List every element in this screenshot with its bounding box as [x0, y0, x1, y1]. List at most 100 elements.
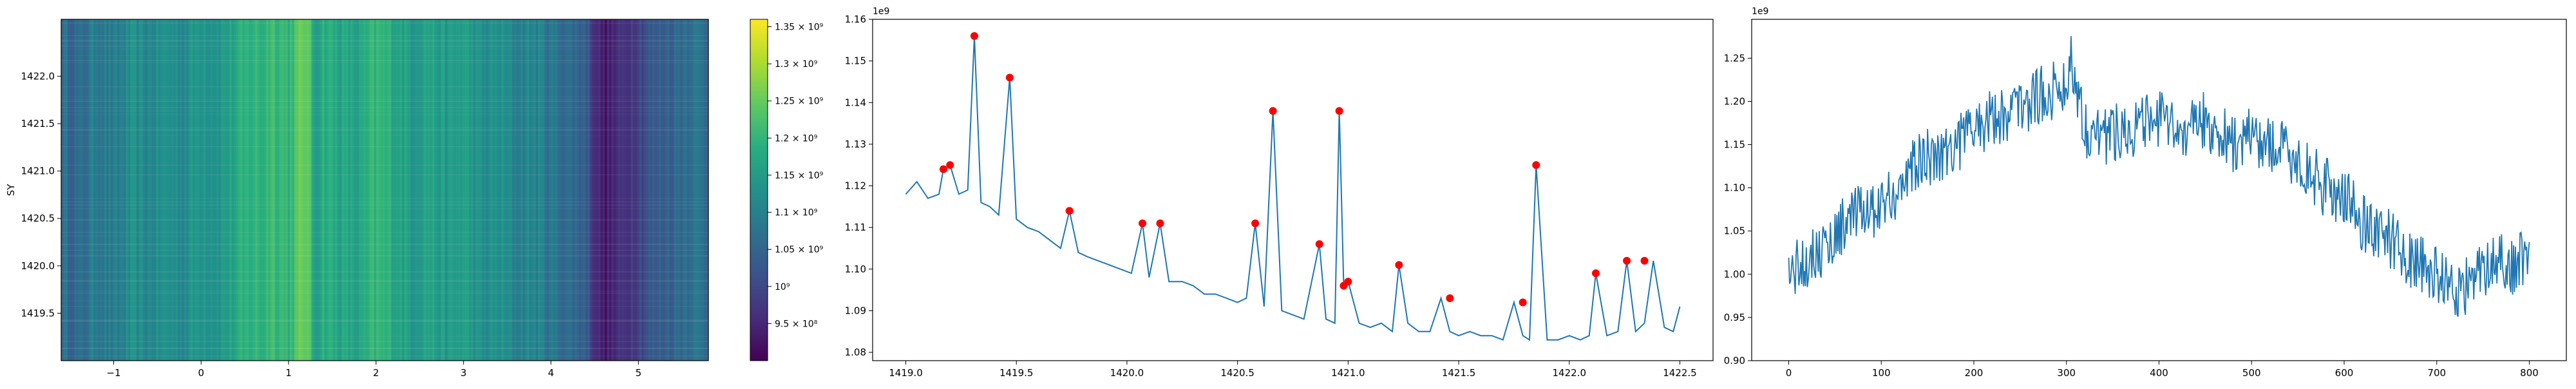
colorbar-tick-label: 1.3 × 10⁹ — [775, 59, 818, 70]
heatmap-column — [327, 19, 329, 361]
heatmap-y-tick-label: 1420.5 — [21, 213, 55, 224]
heatmap-column — [249, 19, 252, 361]
heatmap-x-tick-label: 2 — [373, 367, 379, 379]
heatmap-column — [620, 19, 623, 361]
heatmap-column — [194, 19, 198, 361]
peaks-x-tick-label: 1421.0 — [1331, 367, 1365, 379]
heatmap-column — [173, 19, 176, 361]
heatmap-column — [285, 19, 289, 361]
profile-offset-label: 1e9 — [1752, 6, 1768, 17]
heatmap-y-tick-label: 1422.0 — [21, 70, 55, 82]
heatmap-column — [581, 19, 584, 361]
heatmap-column — [97, 19, 100, 361]
heatmap-column — [693, 19, 696, 361]
profile-x-tick-label: 800 — [2520, 367, 2539, 379]
heatmap-column — [611, 19, 614, 361]
heatmap-column — [665, 19, 668, 361]
heatmap-column — [244, 19, 247, 361]
heatmap-column — [61, 19, 64, 361]
heatmap-column — [80, 19, 84, 361]
peak-marker — [1446, 294, 1454, 303]
heatmap-column — [536, 19, 538, 361]
profile-x-tick-label: 500 — [2242, 367, 2261, 379]
heatmap-column — [216, 19, 220, 361]
heatmap-column — [300, 19, 303, 361]
heatmap-column — [167, 19, 170, 361]
heatmap-column — [145, 19, 148, 361]
profile-x-tick-label: 400 — [2150, 367, 2168, 379]
heatmap-column — [488, 19, 491, 361]
heatmap-column — [137, 19, 140, 361]
colorbar-ticks: 9.5 × 10⁸ 10⁹ 1.05 × 10⁹ 1.1 × 10⁹ 1.15 × 10… — [768, 23, 824, 329]
heatmap-column — [316, 19, 319, 361]
heatmap-column — [518, 19, 522, 361]
heatmap-column — [410, 19, 413, 361]
heatmap-column — [574, 19, 578, 361]
profile-x-tick-label: 300 — [2057, 367, 2076, 379]
heatmap-column — [124, 19, 127, 361]
peaks-y-tick-label: 1.09 — [845, 305, 866, 316]
heatmap-column — [629, 19, 631, 361]
heatmap-column — [596, 19, 599, 361]
peak-marker — [1251, 219, 1260, 227]
heatmap-column — [247, 19, 250, 361]
peaks-x-tick-label: 1420.0 — [1110, 367, 1144, 379]
heatmap-column — [218, 19, 222, 361]
heatmap-column — [158, 19, 161, 361]
heatmap-column — [143, 19, 146, 361]
peaks-y-tick-label: 1.14 — [845, 97, 866, 108]
heatmap-column — [497, 19, 500, 361]
heatmap-column — [609, 19, 612, 361]
heatmap-column — [529, 19, 532, 361]
heatmap-column — [220, 19, 223, 361]
heatmap-column — [162, 19, 166, 361]
heatmap-column — [63, 19, 66, 361]
heatmap-column — [380, 19, 383, 361]
peak-marker — [1269, 107, 1277, 115]
heatmap-column — [445, 19, 448, 361]
profile-panel: 0 100 200 300 400 500 600 700 800 0.90 0.95 1.00 1.… — [1724, 6, 2567, 379]
profile-x-tick-label: 0 — [1786, 367, 1792, 379]
colorbar-tick-label: 9.5 × 10⁸ — [775, 319, 818, 329]
heatmap-column — [154, 19, 156, 361]
heatmap-column — [531, 19, 535, 361]
heatmap-column — [434, 19, 437, 361]
heatmap-column — [266, 19, 269, 361]
heatmap-column — [287, 19, 290, 361]
heatmap-column — [234, 19, 236, 361]
heatmap-column — [242, 19, 245, 361]
heatmap-column — [281, 19, 284, 361]
heatmap-column — [91, 19, 94, 361]
peak-marker — [1005, 73, 1014, 82]
heatmap-row-lines — [61, 23, 708, 357]
heatmap-column — [84, 19, 88, 361]
heatmap-column — [522, 19, 526, 361]
heatmap-column — [214, 19, 217, 361]
heatmap-column — [691, 19, 694, 361]
heatmap-column — [701, 19, 705, 361]
heatmap-column — [464, 19, 468, 361]
profile-y-tick-label: 0.95 — [1724, 312, 1745, 323]
heatmap-column — [87, 19, 90, 361]
heatmap-column — [538, 19, 541, 361]
heatmap-column — [477, 19, 480, 361]
heatmap-column — [672, 19, 674, 361]
heatmap-column — [506, 19, 509, 361]
heatmap-column — [426, 19, 429, 361]
heatmap-column — [393, 19, 396, 361]
heatmap-column — [678, 19, 681, 361]
heatmap-column — [303, 19, 306, 361]
heatmap-x-tick-label: −1 — [106, 367, 120, 379]
heatmap-column — [330, 19, 334, 361]
heatmap-column — [473, 19, 476, 361]
heatmap-column — [130, 19, 133, 361]
profile-y-tick-label: 0.90 — [1724, 355, 1745, 366]
heatmap-column — [471, 19, 474, 361]
heatmap-column — [93, 19, 97, 361]
heatmap-column — [197, 19, 200, 361]
peak-marker — [1335, 107, 1343, 115]
heatmap-column — [549, 19, 552, 361]
heatmap-column — [132, 19, 135, 361]
heatmap-column — [706, 19, 708, 361]
